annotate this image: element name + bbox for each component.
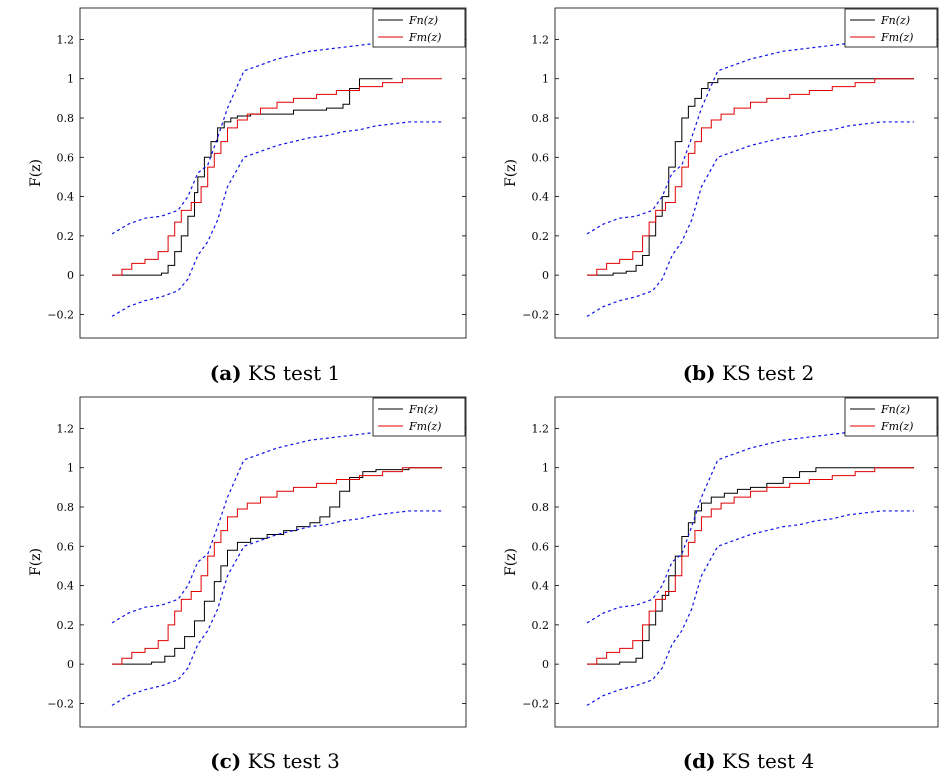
legend-label: Fm(z) xyxy=(408,31,441,44)
legend-label: Fn(z) xyxy=(408,403,438,416)
legend-label: Fm(z) xyxy=(880,31,913,44)
series-group xyxy=(111,38,442,317)
legend-label: Fn(z) xyxy=(880,14,910,27)
y-tick-label: 1 xyxy=(542,73,549,86)
y-tick-label: 0.6 xyxy=(532,540,550,553)
legend-box xyxy=(372,397,466,437)
confidence-band-lower xyxy=(111,510,442,706)
chart-panel-1: −0.2 0 0.2 0.4 0.6 0.8 1 1.2 F(z) Fn(z) Fm(z) (a) K… xyxy=(28,7,467,385)
y-tick-label: 0.2 xyxy=(532,230,550,243)
legend: Fn(z) Fm(z) xyxy=(372,397,466,437)
y-tick-label: 0.8 xyxy=(532,501,550,514)
subfigure-caption: (a) KS test 1 xyxy=(210,361,341,385)
y-tick-label: 0 xyxy=(67,269,74,282)
y-tick-label: −0.2 xyxy=(522,308,549,321)
subfigure-caption: (b) KS test 2 xyxy=(683,361,815,385)
caption-letter: (a) xyxy=(210,361,242,385)
series-group xyxy=(586,38,914,317)
confidence-band-lower xyxy=(586,121,914,317)
y-axis-label: F(z) xyxy=(28,548,44,576)
y-tick-label: 1 xyxy=(67,73,74,86)
legend-box xyxy=(844,397,938,437)
y-tick-label: 0.4 xyxy=(57,191,75,204)
legend-label: Fm(z) xyxy=(880,420,913,433)
series-fm-line xyxy=(587,467,914,665)
subfigure-caption: (d) KS test 4 xyxy=(683,749,815,773)
legend-box xyxy=(844,8,938,48)
series-group xyxy=(586,427,914,706)
plot-frame xyxy=(79,7,467,339)
series-fm-line xyxy=(587,78,914,276)
series-fm-line xyxy=(112,467,442,665)
series-fn-line xyxy=(112,78,393,276)
y-tick-label: 1 xyxy=(542,462,549,475)
caption-letter: (b) xyxy=(683,361,716,385)
legend: Fn(z) Fm(z) xyxy=(372,8,466,48)
confidence-band-lower xyxy=(111,121,442,317)
chart-panel-3: −0.2 0 0.2 0.4 0.6 0.8 1 1.2 F(z) Fn(z) Fm(z) (c) K… xyxy=(28,396,467,773)
plot-frame xyxy=(554,396,939,728)
y-tick-label: 0.4 xyxy=(532,191,550,204)
y-tick-label: 0.2 xyxy=(57,619,75,632)
legend: Fn(z) Fm(z) xyxy=(844,8,938,48)
y-axis-label: F(z) xyxy=(503,159,519,187)
y-tick-label: −0.2 xyxy=(522,697,549,710)
y-tick-label: 0 xyxy=(542,658,549,671)
confidence-band-upper xyxy=(111,38,442,235)
y-tick-label: 0 xyxy=(67,658,74,671)
y-tick-label: 0.4 xyxy=(57,580,75,593)
chart-panel-4: −0.2 0 0.2 0.4 0.6 0.8 1 1.2 F(z) Fn(z) Fm(z) (d) K… xyxy=(503,396,939,773)
confidence-band-upper xyxy=(586,427,914,624)
caption-text: KS test 4 xyxy=(716,749,815,773)
series-fn-line xyxy=(587,78,914,276)
caption-letter: (c) xyxy=(210,749,241,773)
y-tick-label: 0.6 xyxy=(57,540,75,553)
legend-label: Fm(z) xyxy=(408,420,441,433)
y-tick-label: 0.6 xyxy=(532,151,550,164)
confidence-band-lower xyxy=(586,510,914,706)
series-fn-line xyxy=(587,467,914,665)
caption-text: KS test 3 xyxy=(241,749,340,773)
series-fm-line xyxy=(112,78,442,276)
plot-frame xyxy=(79,396,467,728)
legend-box xyxy=(372,8,466,48)
y-tick-label: 0.8 xyxy=(532,112,550,125)
plot-frame xyxy=(554,7,939,339)
y-tick-label: 0.8 xyxy=(57,112,75,125)
y-tick-label: 1.2 xyxy=(57,422,75,435)
y-tick-label: 0.4 xyxy=(532,580,550,593)
y-tick-label: −0.2 xyxy=(47,697,74,710)
y-tick-label: 1.2 xyxy=(57,33,75,46)
caption-text: KS test 1 xyxy=(242,361,341,385)
y-tick-label: 1.2 xyxy=(532,422,550,435)
series-fn-line xyxy=(112,467,442,665)
subfigure-caption: (c) KS test 3 xyxy=(210,749,340,773)
chart-panel-2: −0.2 0 0.2 0.4 0.6 0.8 1 1.2 F(z) Fn(z) Fm(z) (b) K… xyxy=(503,7,939,385)
y-tick-label: 1 xyxy=(67,462,74,475)
legend: Fn(z) Fm(z) xyxy=(844,397,938,437)
y-axis-label: F(z) xyxy=(28,159,44,187)
y-tick-label: 1.2 xyxy=(532,33,550,46)
legend-label: Fn(z) xyxy=(408,14,438,27)
y-tick-label: 0 xyxy=(542,269,549,282)
y-tick-label: 0.2 xyxy=(532,619,550,632)
series-group xyxy=(111,427,442,706)
confidence-band-upper xyxy=(586,38,914,235)
legend-label: Fn(z) xyxy=(880,403,910,416)
y-axis-label: F(z) xyxy=(503,548,519,576)
y-tick-label: −0.2 xyxy=(47,308,74,321)
y-tick-label: 0.8 xyxy=(57,501,75,514)
caption-text: KS test 2 xyxy=(716,361,815,385)
confidence-band-upper xyxy=(111,427,442,624)
y-tick-label: 0.6 xyxy=(57,151,75,164)
y-tick-label: 0.2 xyxy=(57,230,75,243)
caption-letter: (d) xyxy=(683,749,716,773)
